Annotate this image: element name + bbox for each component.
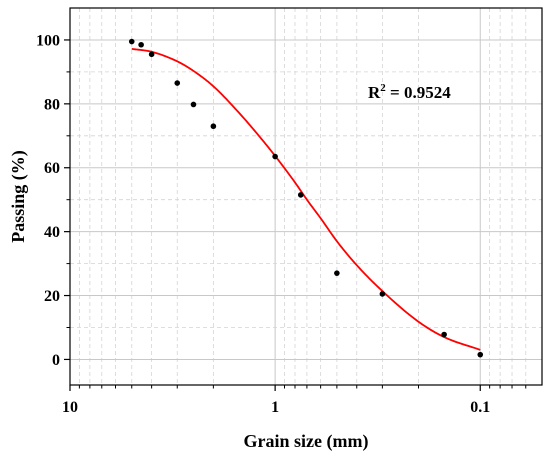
y-tick-label: 80 — [44, 96, 60, 113]
y-tick-label: 0 — [52, 352, 60, 369]
data-point — [297, 192, 304, 198]
data-point — [477, 351, 484, 358]
x-tick-label: 1 — [271, 399, 279, 416]
tick-layer — [64, 39, 527, 391]
data-point — [379, 291, 386, 297]
y-tick-label: 100 — [36, 32, 60, 49]
data-point — [334, 270, 340, 276]
y-tick-label: 20 — [44, 288, 60, 305]
r2-prefix: R — [368, 83, 381, 102]
data-point — [174, 80, 181, 86]
fit-curve-line — [131, 47, 481, 351]
x-axis-title: Grain size (mm) — [244, 431, 369, 452]
data-point — [190, 101, 197, 108]
fit-layer — [131, 47, 481, 351]
data-point — [138, 41, 144, 48]
y-axis-title: Passing (%) — [8, 150, 29, 243]
r2-superscript: 2 — [380, 82, 386, 94]
label-layer: 10 1 0.1 0 20 40 60 80 100 — [36, 32, 490, 416]
data-point — [148, 51, 155, 58]
r2-annotation: R2 = 0.9524 — [368, 82, 451, 102]
grid-layer — [70, 8, 542, 385]
data-point — [210, 123, 217, 130]
y-tick-label: 60 — [44, 160, 60, 177]
y-tick-label: 40 — [44, 224, 60, 241]
x-tick-label: 10 — [62, 399, 78, 416]
data-point — [272, 153, 278, 160]
r2-value: = 0.9524 — [386, 83, 451, 102]
plot-frame — [69, 7, 543, 386]
data-point — [441, 331, 447, 338]
x-tick-label: 0.1 — [470, 399, 490, 416]
point-layer — [128, 38, 484, 358]
data-point — [128, 38, 135, 45]
